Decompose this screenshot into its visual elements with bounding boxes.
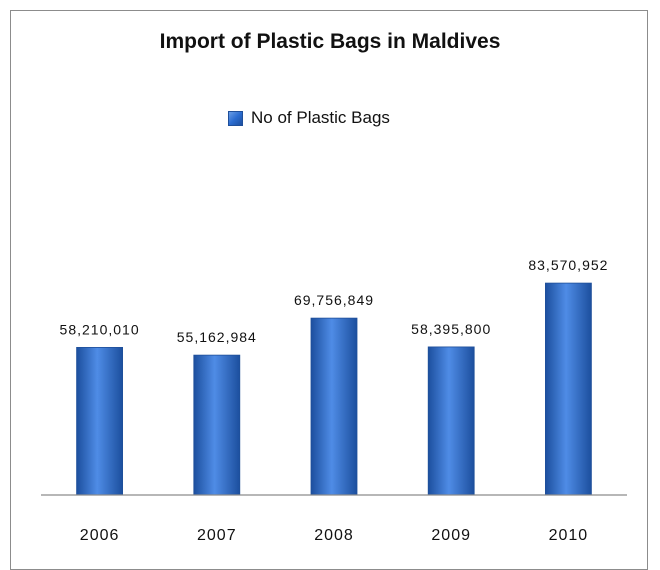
- data-label-2006: 58,210,010: [60, 321, 140, 337]
- bar-2009: [427, 346, 475, 496]
- x-tick-label-2009: 2009: [431, 527, 471, 544]
- x-tick-label-2007: 2007: [197, 527, 237, 544]
- bars-layer: [76, 282, 592, 496]
- legend-label: No of Plastic Bags: [251, 108, 390, 127]
- labels-layer: 58,210,010 2006 55,162,984 2007 69,756,849 20…: [60, 257, 608, 544]
- legend: No of Plastic Bags: [228, 104, 390, 132]
- chart-title: Import of Plastic Bags in Maldives: [159, 30, 501, 53]
- data-label-2007: 55,162,984: [177, 329, 257, 345]
- legend-swatch: [228, 110, 243, 126]
- x-tick-label-2006: 2006: [80, 527, 120, 544]
- chart-plot: 58,210,010 2006 55,162,984 2007 69,756,849 20…: [41, 257, 627, 544]
- bar-2008: [310, 317, 358, 496]
- x-tick-label-2010: 2010: [549, 527, 589, 544]
- bar-2007: [193, 354, 241, 496]
- data-label-2009: 58,395,800: [411, 321, 491, 337]
- x-tick-label-2008: 2008: [314, 527, 354, 544]
- data-label-2010: 83,570,952: [528, 257, 608, 273]
- bar-2010: [545, 282, 592, 496]
- bar-2006: [76, 346, 123, 496]
- data-label-2008: 69,756,849: [294, 292, 374, 308]
